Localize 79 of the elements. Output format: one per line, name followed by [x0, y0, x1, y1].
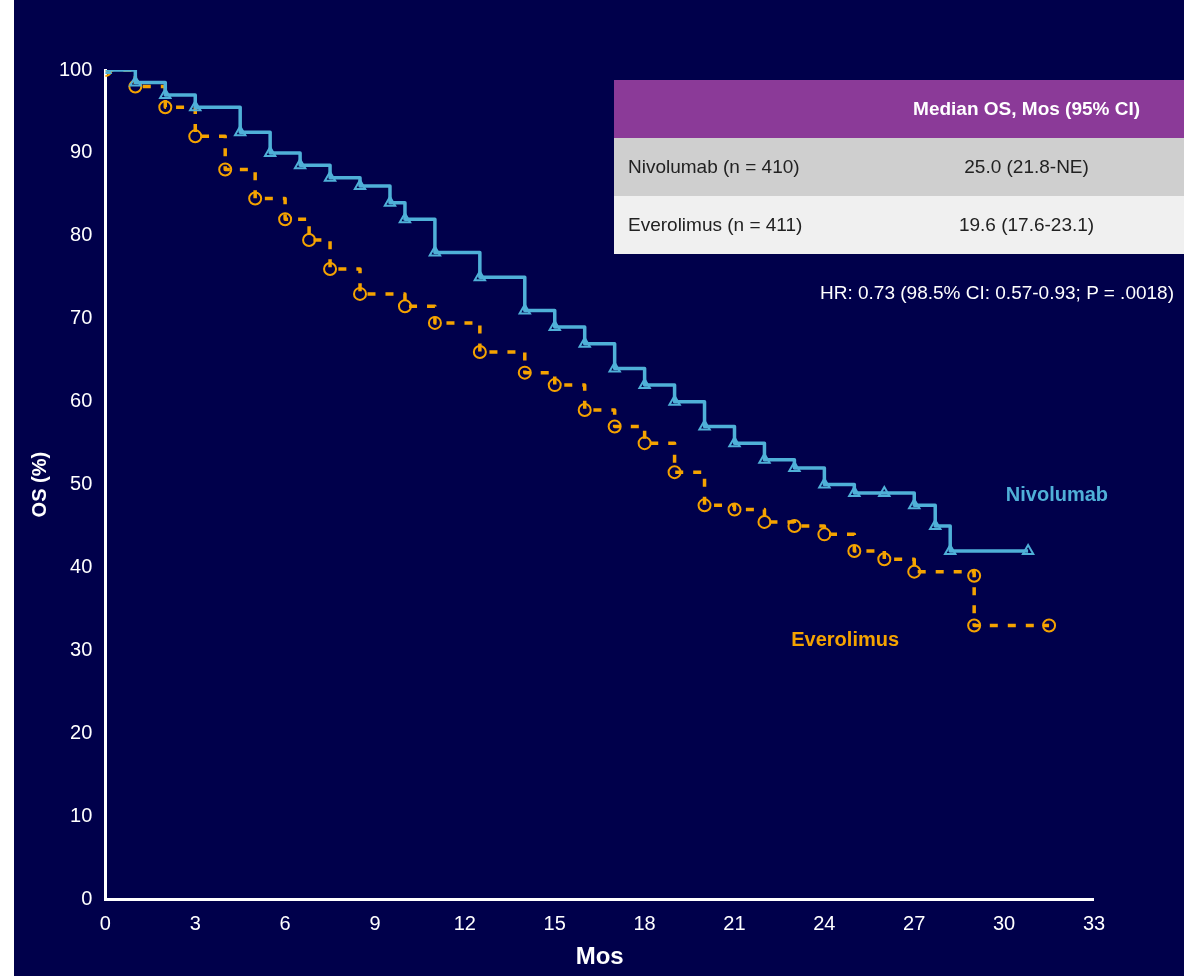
- point: [248, 191, 263, 206]
- y-tick-label: 90: [70, 140, 93, 163]
- point: [323, 170, 337, 182]
- y-tick-label: 80: [70, 223, 93, 246]
- annotation: HR: 0.73 (98.5% CI: 0.57-0.93; P = .0018): [819, 282, 1174, 304]
- y-tick-label: 20: [70, 720, 93, 743]
- y-tick-label: 100: [58, 57, 93, 80]
- point: [353, 179, 367, 191]
- x-tick-label: 15: [543, 911, 566, 934]
- x-tick-label: 27: [903, 911, 926, 934]
- point: [472, 344, 487, 359]
- annotation: Everolimus (n = 411): [614, 196, 868, 254]
- point: [577, 402, 592, 417]
- point: [638, 378, 651, 390]
- point: [397, 299, 412, 314]
- point: [908, 498, 921, 510]
- point: [189, 100, 202, 112]
- x-tick-label: 6: [279, 911, 291, 934]
- point: [263, 145, 277, 157]
- point: [473, 270, 487, 282]
- point: [757, 514, 772, 529]
- y-tick-label: 60: [70, 389, 93, 412]
- point: [233, 125, 247, 137]
- point: [517, 365, 532, 380]
- point: [787, 519, 802, 534]
- y-tick-label: 40: [70, 555, 93, 578]
- point: [218, 162, 233, 177]
- point: [637, 436, 652, 451]
- point: [398, 212, 412, 224]
- point: [128, 79, 143, 94]
- point: [302, 232, 317, 247]
- point: [878, 485, 891, 497]
- point: [548, 320, 561, 332]
- x-tick-label: 9: [369, 911, 381, 934]
- point: [428, 245, 442, 257]
- annotation: Median OS, Mos (95% CI): [867, 80, 1184, 138]
- x-tick-label: 33: [1082, 911, 1106, 934]
- text: Everolimus: [791, 628, 900, 651]
- y-tick-label: 0: [81, 886, 93, 909]
- x-tick-label: 18: [633, 911, 656, 934]
- x-tick-label: 0: [99, 911, 111, 934]
- text: Nivolumab: [1005, 483, 1109, 506]
- point: [967, 618, 982, 633]
- point: [383, 195, 397, 207]
- point: [158, 100, 173, 115]
- point: [278, 212, 293, 227]
- point: [188, 129, 203, 144]
- point: [817, 527, 832, 542]
- point: [1021, 543, 1035, 555]
- x-axis-title: Mos: [575, 942, 624, 970]
- point: [427, 315, 442, 330]
- y-tick-label: 50: [70, 472, 93, 495]
- y-axis-title: OS (%): [27, 451, 50, 518]
- x-tick-label: 30: [993, 911, 1016, 934]
- point: [929, 519, 942, 531]
- point: [293, 158, 307, 170]
- y-tick-label: 70: [70, 306, 93, 329]
- y-tick-label: 30: [70, 637, 93, 660]
- x-tick-label: 24: [813, 911, 836, 934]
- point: [607, 419, 622, 434]
- point: [353, 286, 368, 301]
- point: [667, 465, 682, 480]
- x-tick-label: 3: [189, 911, 201, 934]
- x-tick-label: 12: [453, 911, 476, 934]
- point: [697, 498, 712, 513]
- point: [877, 552, 892, 567]
- point: [847, 543, 862, 558]
- point: [727, 502, 742, 517]
- point: [547, 378, 562, 393]
- y-tick-label: 10: [70, 803, 93, 826]
- x-tick-label: 21: [723, 911, 746, 934]
- point: [1042, 618, 1057, 633]
- annotation: 19.6 (17.6-23.1): [867, 196, 1184, 254]
- point: [788, 461, 801, 473]
- annotation: 25.0 (21.8-NE): [867, 138, 1184, 196]
- point: [907, 564, 922, 579]
- point: [967, 568, 982, 583]
- annotation: Nivolumab (n = 410): [614, 138, 868, 196]
- point: [323, 262, 338, 277]
